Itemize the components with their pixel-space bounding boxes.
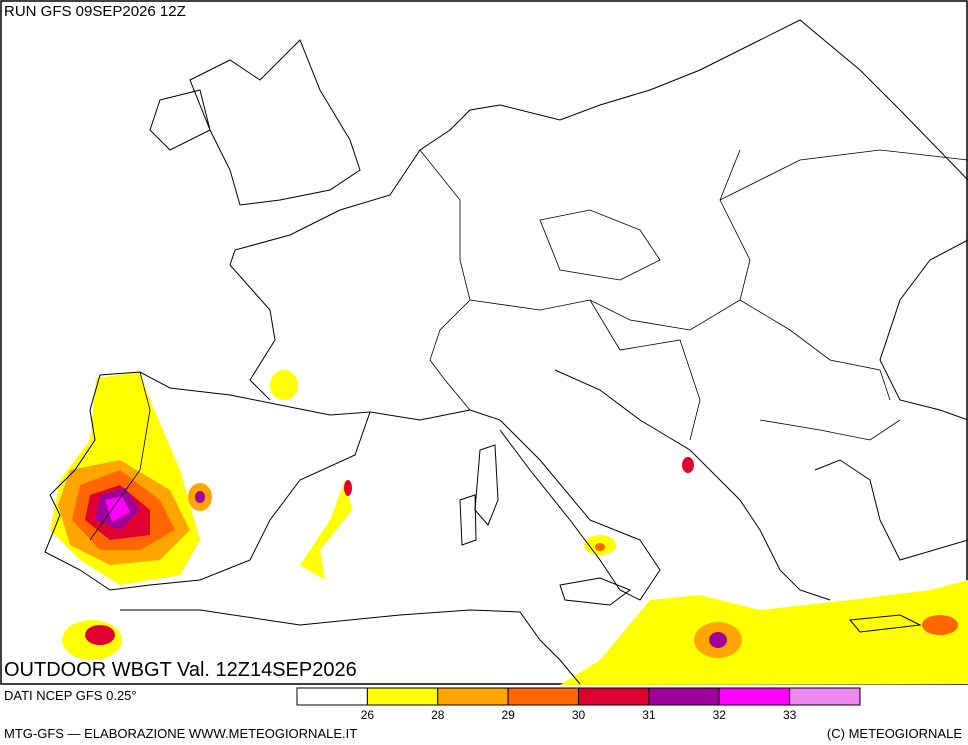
map: [0, 0, 968, 685]
legend: 26 28 29 30 31 32 33: [296, 687, 861, 722]
source-label: DATI NCEP GFS 0.25°: [4, 688, 137, 703]
coastlines: [44, 19, 968, 685]
map-frame: [0, 0, 968, 685]
legend-swatch: [296, 687, 368, 706]
legend-swatch: [718, 687, 791, 706]
borders: [89, 149, 968, 541]
map-title: OUTDOOR WBGT Val. 12Z14SEP2026: [4, 659, 357, 681]
legend-tick-label: 28: [431, 708, 445, 722]
legend-tick-label: 30: [572, 708, 586, 722]
legend-tick-label: 29: [501, 708, 515, 722]
footer-right: (C) METEOGIORNALE: [827, 726, 962, 741]
legend-swatch: [366, 687, 439, 706]
footer-left: MTG-GFS — ELABORAZIONE WWW.METEOGIORNALE…: [4, 726, 357, 741]
legend-tick-label: 32: [713, 708, 727, 722]
run-label: RUN GFS 09SEP2026 12Z: [4, 3, 186, 20]
legend-tick-label: 31: [642, 708, 656, 722]
legend-swatch: [437, 687, 509, 706]
legend-tick-label: 33: [783, 708, 797, 722]
legend-swatch: [789, 687, 861, 706]
legend-swatch: [507, 687, 579, 706]
legend-swatch: [648, 687, 720, 706]
legend-swatch: [578, 687, 650, 706]
legend-tick-label: 26: [361, 708, 375, 722]
